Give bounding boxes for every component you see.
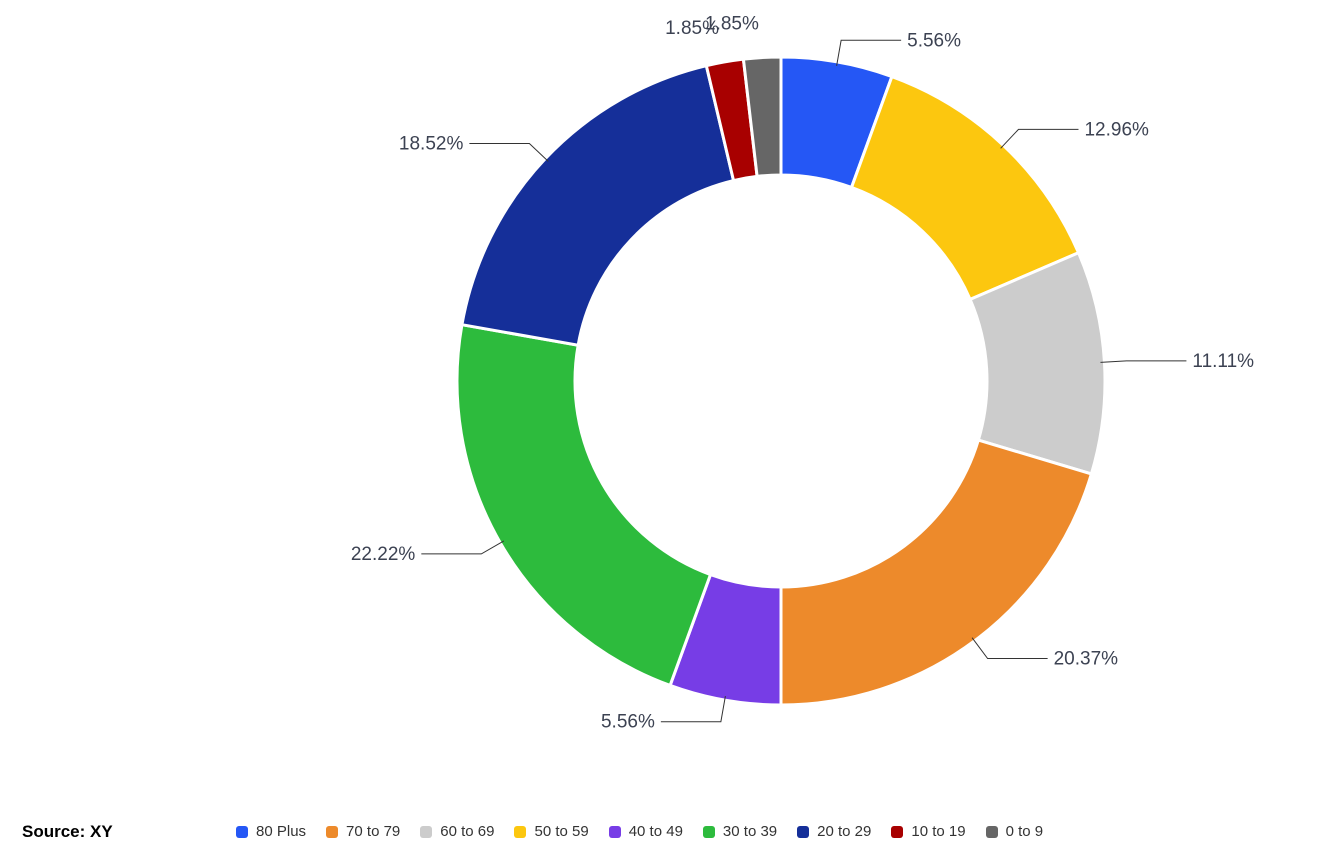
legend-label: 30 to 39 [722, 823, 778, 840]
source-note: Source: XY [22, 822, 113, 841]
data-label-30-to-39: 22.22% [351, 544, 416, 565]
legend-swatch [514, 825, 527, 838]
legend-item-40-to-49[interactable]: 40 to 49 [608, 823, 683, 840]
leader-line-20-to-29 [469, 143, 549, 162]
legend-swatch [420, 825, 433, 838]
legend-label: 0 to 9 [1005, 823, 1044, 840]
legend-label: 60 to 69 [440, 823, 495, 840]
donut-chart: 5.56% 12.96% 11.11% 20.37% 5.56% 22.22% 18.52%… [351, 14, 1254, 733]
leader-line-80-plus [836, 39, 902, 66]
legend-item-80-plus[interactable]: 80 Plus [236, 823, 306, 840]
slice-30-to-39[interactable] [455, 322, 713, 688]
legend-label: 40 to 49 [628, 823, 683, 840]
leader-line-50-to-59 [1000, 128, 1079, 149]
legend-item-0-to-9[interactable]: 0 to 9 [985, 823, 1044, 840]
legend-swatch [236, 825, 248, 838]
legend-swatch [985, 825, 998, 838]
legend-item-20-to-29[interactable]: 20 to 29 [797, 823, 871, 840]
legend-item-30-to-39[interactable]: 30 to 39 [702, 823, 778, 840]
legend-label: 70 to 79 [346, 823, 401, 840]
legend-label: 20 to 29 [817, 823, 872, 840]
legend-swatch [326, 825, 339, 838]
legend-item-50-to-59[interactable]: 50 to 59 [514, 823, 589, 840]
data-label-10-to-19: 1.85% [665, 18, 719, 39]
legend-swatch [797, 825, 810, 838]
leader-line-30-to-39 [421, 540, 505, 555]
data-label-50-to-59: 12.96% [1084, 119, 1149, 140]
leader-line-40-to-49 [660, 696, 726, 723]
legend-item-60-to-69[interactable]: 60 to 69 [420, 823, 494, 840]
leader-line-70-to-79 [971, 637, 1048, 660]
legend-label: 10 to 19 [911, 823, 966, 840]
data-label-20-to-29: 18.52% [399, 134, 464, 155]
data-label-0-to-9: 1.85% [705, 14, 759, 35]
legend-item-70-to-79[interactable]: 70 to 79 [326, 823, 400, 840]
slice-20-to-29[interactable] [460, 63, 736, 347]
legend-label: 50 to 59 [534, 823, 589, 840]
data-label-60-to-69: 11.11% [1192, 351, 1254, 372]
data-label-40-to-49: 5.56% [601, 712, 655, 733]
slice-70-to-79[interactable] [779, 438, 1094, 707]
legend-item-10-to-19[interactable]: 10 to 19 [891, 823, 966, 840]
legend-swatch [608, 825, 621, 838]
leader-line-60-to-69 [1100, 360, 1187, 363]
legend-label: 80 Plus [256, 823, 307, 840]
legend: 80 Plus 70 to 79 60 to 69 50 to 59 40 to 49 3… [236, 823, 1043, 840]
legend-swatch [702, 825, 715, 838]
data-label-80-plus: 5.56% [907, 30, 961, 51]
legend-swatch [891, 825, 904, 838]
slice-0-to-9[interactable] [741, 55, 783, 179]
data-label-70-to-79: 20.37% [1054, 649, 1119, 670]
